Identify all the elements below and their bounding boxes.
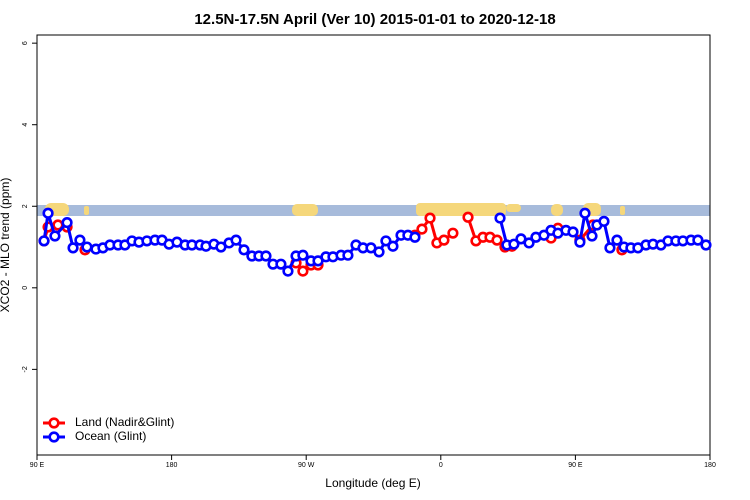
data-point — [67, 242, 79, 254]
data-point — [523, 237, 535, 249]
land-blob — [84, 206, 89, 215]
legend-marker — [48, 431, 60, 443]
data-point — [462, 211, 474, 223]
land-blob — [551, 204, 563, 216]
data-point — [81, 241, 93, 253]
x-tick-label: 180 — [704, 462, 716, 469]
data-point — [282, 265, 294, 277]
chart-title: 12.5N-17.5N April (Ver 10) 2015-01-01 to… — [194, 11, 555, 28]
data-point — [574, 236, 586, 248]
legend-label: Ocean (Glint) — [75, 429, 146, 443]
data-point — [494, 212, 506, 224]
data-point — [416, 223, 428, 235]
legend-marker — [48, 417, 60, 429]
y-tick-label: 6 — [22, 41, 29, 45]
data-point — [275, 258, 287, 270]
legend-label: Land (Nadir&Glint) — [75, 415, 174, 429]
land-blob — [506, 204, 521, 212]
data-point — [297, 265, 309, 277]
data-point — [692, 234, 704, 246]
data-point — [230, 234, 242, 246]
y-tick-label: -2 — [22, 366, 29, 372]
data-point — [49, 230, 61, 242]
data-point — [447, 227, 459, 239]
land-blob — [292, 204, 318, 216]
data-point — [586, 230, 598, 242]
data-point — [238, 244, 250, 256]
y-tick-label: 0 — [22, 286, 29, 290]
data-point — [342, 249, 354, 261]
data-point — [61, 216, 73, 229]
data-point — [491, 234, 503, 246]
y-tick-label: 2 — [22, 204, 29, 208]
data-point — [380, 235, 392, 247]
land-blob — [620, 206, 625, 215]
x-tick-label: 90 W — [298, 462, 315, 469]
land-blob — [416, 203, 506, 216]
data-point — [579, 207, 591, 219]
data-point — [598, 215, 610, 227]
data-point — [567, 226, 579, 238]
data-point — [260, 250, 272, 262]
mask-band — [37, 205, 710, 216]
y-tick-label: 4 — [22, 123, 29, 127]
y-axis-label: XCO2 - MLO trend (ppm) — [0, 178, 12, 313]
data-point — [74, 234, 86, 246]
data-point — [42, 207, 54, 219]
x-axis-label: Longitude (deg E) — [325, 476, 420, 490]
data-point — [438, 234, 450, 246]
data-point — [297, 249, 309, 261]
data-point — [387, 240, 399, 252]
data-point — [604, 242, 616, 254]
data-point — [38, 235, 50, 247]
data-point — [424, 212, 436, 224]
x-tick-label: 0 — [439, 462, 443, 469]
x-tick-label: 90 E — [30, 462, 45, 469]
data-point — [611, 234, 623, 246]
x-tick-label: 90 E — [568, 462, 583, 469]
land-mask — [37, 203, 710, 216]
data-point — [373, 246, 385, 258]
x-tick-label: 180 — [166, 462, 178, 469]
data-point — [409, 231, 421, 243]
data-point — [508, 238, 520, 250]
data-point — [700, 239, 712, 251]
